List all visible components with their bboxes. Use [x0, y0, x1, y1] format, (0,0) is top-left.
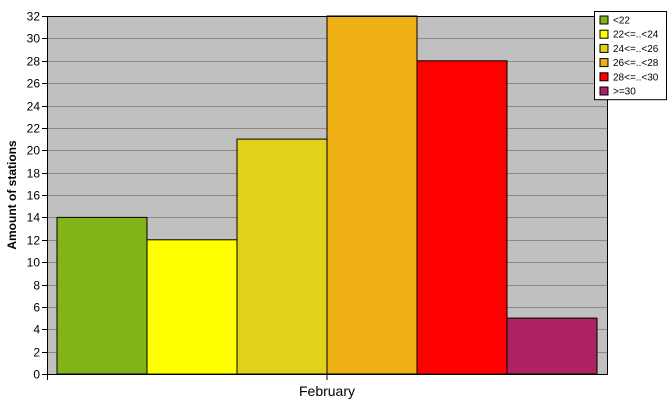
legend-swatch	[599, 15, 609, 25]
y-tick-label: 22	[27, 122, 41, 136]
y-tick-label: 14	[27, 211, 41, 225]
y-tick-label: 26	[27, 77, 41, 91]
bar	[326, 15, 418, 375]
y-tick-label: 32	[27, 10, 41, 24]
legend-swatch	[599, 29, 609, 39]
y-axis-title: Amount of stations	[5, 140, 19, 250]
legend-label: >=30	[613, 87, 636, 98]
bar	[146, 239, 238, 375]
legend-box	[594, 11, 667, 101]
legend-swatch	[599, 43, 609, 53]
y-tick-label: 8	[33, 279, 40, 293]
y-tick-label: 0	[33, 368, 40, 382]
legend: <22 22<=..<24 24<=..<26 26<=..<28 28<=..<30 >…	[594, 11, 667, 101]
bar	[56, 216, 148, 375]
y-tick-label: 4	[33, 323, 40, 337]
legend-swatch	[599, 86, 609, 96]
legend-swatch	[599, 72, 609, 82]
y-tick-label: 28	[27, 55, 41, 69]
y-tick-label: 30	[27, 32, 41, 46]
legend-label: 26<=..<28	[613, 58, 659, 69]
bar	[506, 317, 598, 375]
x-axis: February	[47, 374, 608, 399]
y-tick-label: 12	[27, 234, 41, 248]
legend-label: 24<=..<26	[613, 44, 659, 55]
y-tick-label: 6	[33, 301, 40, 315]
legend-label: <22	[613, 16, 630, 27]
bar	[416, 60, 508, 375]
y-tick-label: 18	[27, 167, 41, 181]
legend-label: 28<=..<30	[613, 72, 659, 83]
x-tick-label: February	[299, 383, 355, 399]
legend-label: 22<=..<24	[613, 30, 659, 41]
legend-swatch	[599, 58, 609, 68]
bar	[236, 138, 328, 375]
y-tick-label: 2	[33, 346, 40, 360]
y-tick-label: 24	[27, 100, 41, 114]
y-tick-label: 10	[27, 256, 41, 270]
plot-area	[47, 15, 608, 375]
y-tick-label: 16	[27, 189, 41, 203]
y-tick-label: 20	[27, 144, 41, 158]
